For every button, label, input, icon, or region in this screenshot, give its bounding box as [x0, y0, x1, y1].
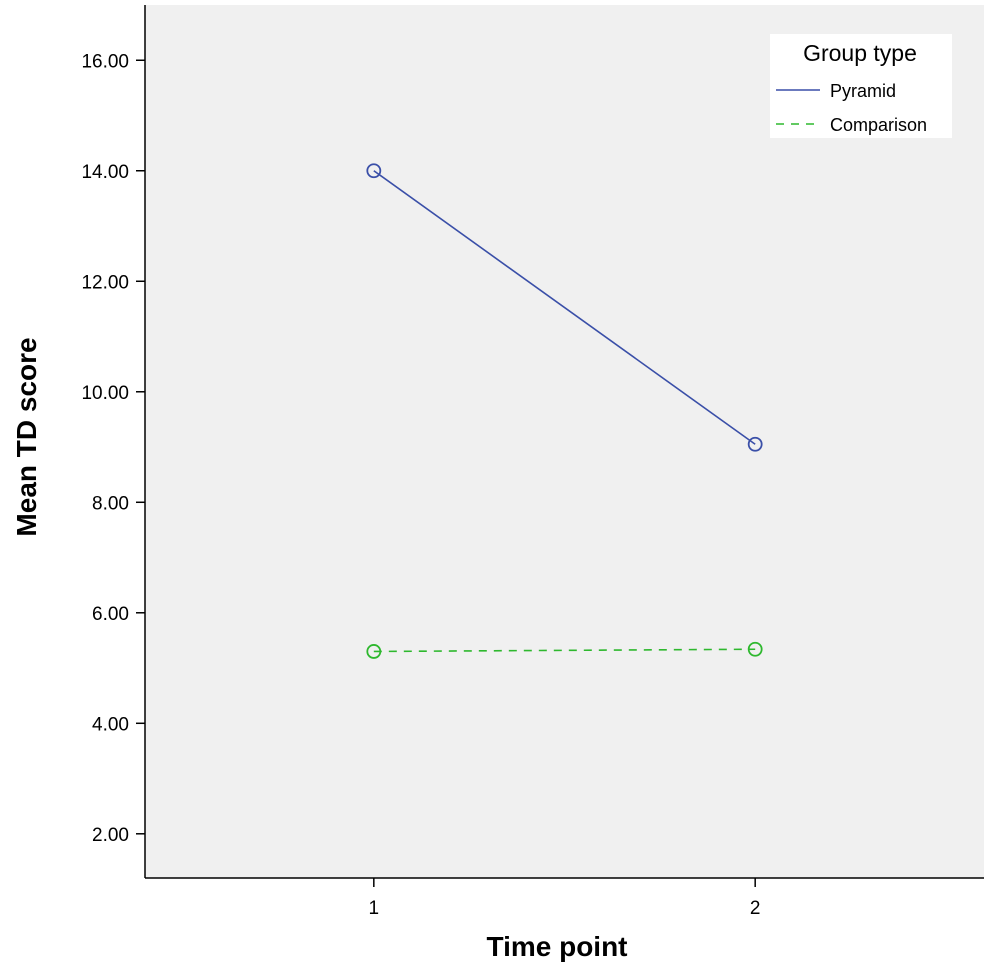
y-tick-label: 14.00	[81, 162, 129, 183]
x-tick-label: 2	[750, 898, 761, 919]
y-tick-label: 6.00	[92, 604, 129, 625]
legend: Group type Pyramid Comparison	[770, 34, 952, 138]
y-axis-label: Mean TD score	[11, 337, 42, 536]
series-line-pyramid	[373, 170, 756, 445]
legend-label-pyramid: Pyramid	[830, 81, 896, 101]
y-tick-label: 8.00	[92, 493, 129, 514]
data-point-comparison	[366, 644, 382, 659]
legend-label-comparison: Comparison	[830, 115, 927, 135]
data-point-pyramid	[366, 163, 382, 179]
series-line-comparison	[373, 648, 756, 653]
plot-area	[145, 5, 984, 878]
y-tick-label: 2.00	[92, 825, 129, 846]
y-tick-label: 4.00	[92, 714, 129, 735]
legend-title: Group type	[803, 40, 917, 66]
x-tick-label: 1	[369, 898, 380, 919]
data-point-comparison	[747, 641, 763, 657]
y-axis-ticks: 2.00 4.00 6.00 8.00 10.00 12.00 14.00 16.00	[81, 51, 145, 846]
y-tick-label: 10.00	[81, 383, 129, 404]
y-tick-label: 16.00	[81, 51, 129, 72]
series-layer	[366, 163, 763, 659]
data-point-pyramid	[747, 436, 763, 452]
x-axis-label: Time point	[486, 931, 627, 962]
legend-box	[770, 34, 952, 138]
y-tick-label: 12.00	[81, 272, 129, 293]
